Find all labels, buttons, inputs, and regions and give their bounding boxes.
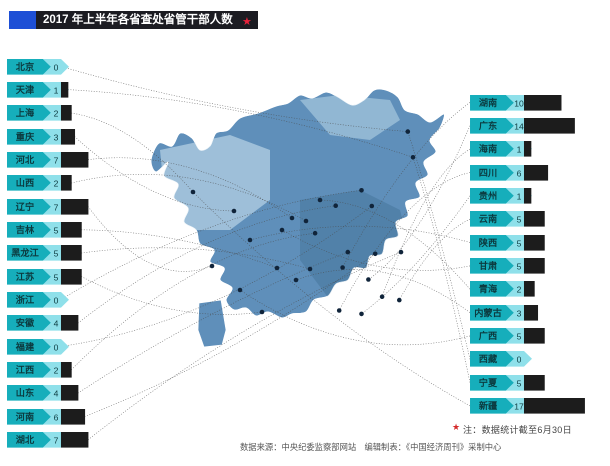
svg-text:陕西: 陕西 (479, 237, 497, 248)
svg-text:0: 0 (517, 355, 522, 365)
svg-text:江西: 江西 (15, 364, 33, 375)
svg-text:7: 7 (53, 155, 58, 165)
svg-text:0: 0 (53, 342, 58, 352)
svg-text:2: 2 (53, 179, 58, 189)
svg-text:新疆: 新疆 (479, 400, 497, 411)
svg-text:贵州: 贵州 (479, 190, 497, 201)
svg-text:5: 5 (517, 331, 522, 341)
svg-text:4: 4 (53, 389, 58, 399)
svg-text:7: 7 (53, 202, 58, 212)
svg-text:1: 1 (53, 85, 58, 95)
svg-text:10: 10 (514, 98, 524, 108)
svg-text:5: 5 (53, 272, 58, 282)
svg-text:5: 5 (517, 215, 522, 225)
svg-text:17: 17 (514, 401, 524, 411)
svg-text:福建: 福建 (14, 341, 34, 352)
svg-text:河南: 河南 (15, 411, 33, 422)
svg-text:5: 5 (53, 249, 58, 259)
svg-text:2: 2 (517, 285, 522, 295)
svg-text:甘肃: 甘肃 (479, 260, 497, 271)
svg-text:河北: 河北 (15, 154, 34, 165)
svg-text:5: 5 (517, 378, 522, 388)
svg-text:5: 5 (53, 225, 58, 235)
svg-text:1: 1 (517, 191, 522, 201)
svg-text:吉林: 吉林 (15, 224, 34, 235)
svg-text:3: 3 (517, 308, 522, 318)
svg-text:4: 4 (53, 319, 58, 329)
svg-text:0: 0 (53, 295, 58, 305)
svg-text:2: 2 (53, 108, 58, 118)
svg-text:重庆: 重庆 (15, 131, 34, 142)
svg-text:西藏: 西藏 (479, 354, 498, 365)
svg-text:山西: 山西 (15, 177, 33, 188)
svg-text:1: 1 (517, 145, 522, 155)
svg-text:5: 5 (517, 238, 522, 248)
svg-text:天津: 天津 (15, 84, 33, 95)
svg-text:湖南: 湖南 (479, 97, 497, 108)
svg-text:3: 3 (53, 132, 58, 142)
svg-text:7: 7 (53, 435, 58, 445)
svg-text:海南: 海南 (479, 143, 497, 154)
svg-text:山东: 山东 (15, 388, 33, 399)
svg-text:5: 5 (517, 261, 522, 271)
svg-text:云南: 云南 (479, 214, 497, 225)
svg-text:上海: 上海 (15, 107, 34, 118)
svg-text:6: 6 (53, 412, 58, 422)
svg-text:广东: 广东 (479, 120, 497, 131)
svg-text:内蒙古: 内蒙古 (474, 307, 502, 318)
svg-text:北京: 北京 (15, 61, 33, 72)
svg-text:青海: 青海 (479, 284, 498, 295)
svg-text:14: 14 (514, 121, 524, 131)
svg-text:辽宁: 辽宁 (15, 201, 33, 212)
svg-text:广西: 广西 (479, 330, 497, 341)
svg-text:浙江: 浙江 (15, 294, 34, 305)
svg-text:宁夏: 宁夏 (479, 377, 498, 388)
svg-text:四川: 四川 (479, 168, 497, 178)
svg-text:湖北: 湖北 (15, 434, 34, 445)
svg-text:黑龙江: 黑龙江 (11, 247, 39, 258)
svg-text:江苏: 江苏 (15, 271, 33, 282)
svg-text:6: 6 (517, 168, 522, 178)
svg-text:2: 2 (53, 365, 58, 375)
svg-text:0: 0 (53, 62, 58, 72)
svg-text:安徽: 安徽 (15, 318, 34, 329)
